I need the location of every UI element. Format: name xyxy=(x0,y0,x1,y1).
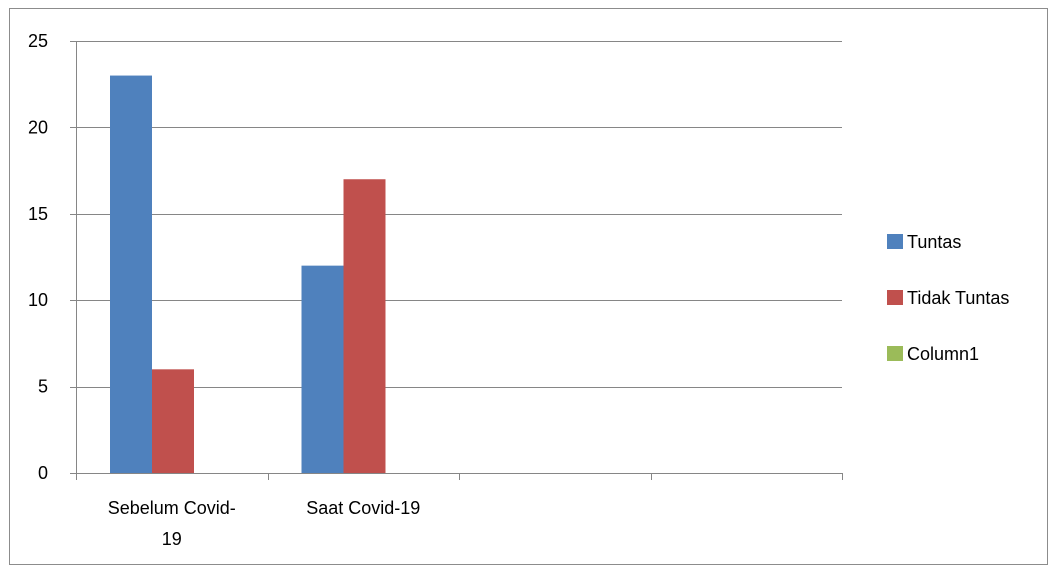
legend-swatch-column1 xyxy=(887,346,903,361)
legend-label-tidak-tuntas: Tidak Tuntas xyxy=(907,288,1009,308)
bar-tidak-tuntas-0 xyxy=(152,369,194,473)
x-category-label: 19 xyxy=(162,529,182,549)
chart-border xyxy=(9,8,1048,565)
y-tick-label: 25 xyxy=(28,31,48,51)
y-tick-label: 15 xyxy=(28,204,48,224)
bar-tuntas-1 xyxy=(301,265,344,473)
bar-tuntas-0 xyxy=(110,75,152,473)
x-category-label: Saat Covid-19 xyxy=(306,498,420,518)
legend-swatch-tuntas xyxy=(887,234,903,249)
y-tick-label: 10 xyxy=(28,290,48,310)
x-category-label: Sebelum Covid- xyxy=(108,498,236,518)
y-tick-label: 0 xyxy=(38,463,48,483)
legend-label-column1: Column1 xyxy=(907,344,979,364)
bar-tidak-tuntas-1 xyxy=(343,179,386,474)
y-tick-label: 20 xyxy=(28,117,48,137)
y-tick-label: 5 xyxy=(38,377,48,397)
legend-swatch-tidak-tuntas xyxy=(887,290,903,305)
legend-label-tuntas: Tuntas xyxy=(907,232,961,252)
